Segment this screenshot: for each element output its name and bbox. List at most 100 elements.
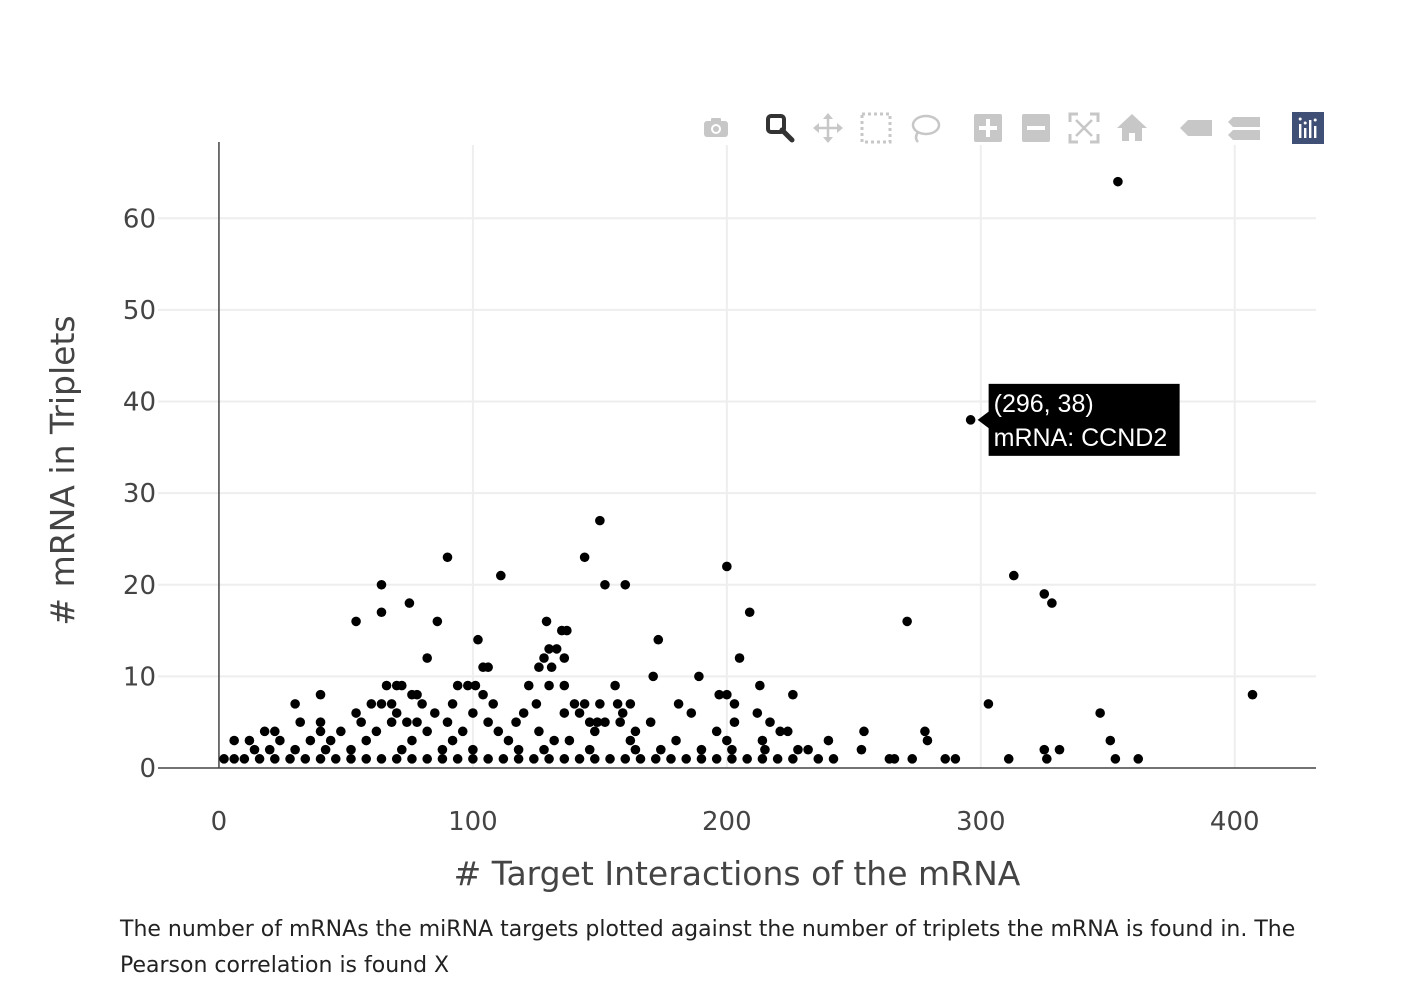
data-point[interactable] [503,735,514,746]
data-point[interactable] [531,699,542,709]
data-point[interactable] [1042,754,1052,764]
data-point[interactable] [315,717,326,727]
camera-icon[interactable] [696,108,736,148]
data-point[interactable] [920,726,930,737]
data-point[interactable] [559,680,570,691]
data-point[interactable] [437,754,448,764]
data-point[interactable] [376,699,387,709]
data-point[interactable] [371,726,382,737]
data-point[interactable] [376,754,387,764]
data-point[interactable] [856,744,867,755]
data-point[interactable] [422,726,432,737]
data-point[interactable] [595,515,605,526]
data-point[interactable] [315,726,326,737]
data-point[interactable] [534,726,544,737]
data-point[interactable] [648,671,658,682]
data-point[interactable] [722,735,732,746]
data-point[interactable] [351,708,361,718]
data-point[interactable] [452,754,463,764]
data-point[interactable] [788,754,798,764]
data-point[interactable] [229,735,239,746]
data-point[interactable] [620,754,631,764]
data-point[interactable] [615,717,625,727]
data-point[interactable] [483,717,493,727]
data-point[interactable] [950,754,961,764]
data-point[interactable] [381,680,392,691]
data-point[interactable] [612,699,623,709]
data-point[interactable] [579,552,590,563]
data-point[interactable] [681,754,692,764]
data-point[interactable] [666,754,676,764]
data-point[interactable] [722,689,732,700]
data-point[interactable] [584,744,595,755]
data-point[interactable] [417,699,427,709]
zoom-in-icon[interactable] [968,108,1008,148]
data-point[interactable] [270,754,280,764]
data-point[interactable] [562,625,572,636]
data-point[interactable] [549,735,559,746]
data-points[interactable] [219,176,1258,764]
data-point[interactable] [907,754,918,764]
data-point[interactable] [694,671,704,682]
data-point[interactable] [254,754,265,764]
data-point[interactable] [404,598,415,608]
data-point[interactable] [529,754,539,764]
data-point[interactable] [589,754,600,764]
data-point[interactable] [356,717,366,727]
data-point[interactable] [803,744,813,755]
data-point[interactable] [574,708,585,718]
data-point[interactable] [1039,744,1050,755]
data-point[interactable] [402,717,412,727]
data-point[interactable] [546,662,557,673]
data-point[interactable] [653,634,664,645]
data-point[interactable] [559,653,570,663]
data-point[interactable] [1105,735,1116,746]
data-point[interactable] [285,754,295,764]
data-point[interactable] [523,680,534,691]
data-point[interactable] [574,754,585,764]
data-point[interactable] [744,607,755,618]
data-point[interactable] [793,744,803,755]
data-point[interactable] [610,680,620,691]
data-point[interactable] [437,744,448,755]
data-point[interactable] [714,689,725,700]
data-point[interactable] [442,552,453,563]
data-point[interactable] [386,717,397,727]
data-point[interactable] [325,735,336,746]
data-point[interactable] [264,744,275,755]
hover-closest-icon[interactable] [1176,108,1216,148]
data-point[interactable] [1009,570,1019,581]
data-point[interactable] [635,754,646,764]
data-point[interactable] [551,644,562,654]
data-point[interactable] [518,708,529,718]
data-point[interactable] [600,717,610,727]
data-point[interactable] [605,754,615,764]
data-point[interactable] [513,754,524,764]
data-point[interactable] [630,744,641,755]
data-point[interactable] [711,726,722,737]
data-point[interactable] [620,579,631,590]
data-point[interactable] [513,744,524,755]
data-point[interactable] [351,616,361,627]
data-point[interactable] [391,708,402,718]
data-point[interactable] [544,754,554,764]
data-point[interactable] [447,735,458,746]
data-point[interactable] [617,708,628,718]
data-point[interactable] [592,717,603,727]
data-point[interactable] [346,744,356,755]
data-point[interactable] [305,735,316,746]
plotly-logo-icon[interactable] [1288,108,1328,148]
data-point[interactable] [656,744,666,755]
data-point[interactable] [412,689,422,700]
data-point[interactable] [249,744,260,755]
data-point[interactable] [488,699,499,709]
data-point[interactable] [544,644,554,654]
data-point[interactable] [729,699,740,709]
data-point[interactable] [1095,708,1105,718]
data-point[interactable] [788,689,798,700]
data-point[interactable] [463,680,473,691]
data-point[interactable] [511,717,521,727]
data-point[interactable] [757,735,768,746]
data-point[interactable] [940,754,951,764]
data-point[interactable] [478,689,488,700]
